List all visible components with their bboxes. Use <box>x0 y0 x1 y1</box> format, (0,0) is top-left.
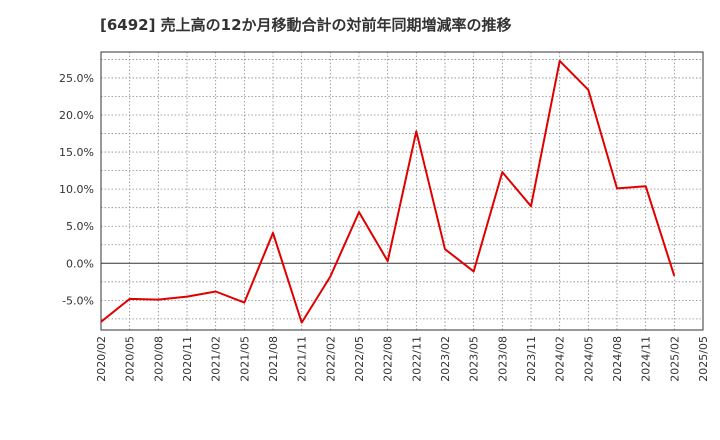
x-tick-label: 2025/05 <box>697 336 710 382</box>
y-tick-label: 10.0% <box>59 183 94 196</box>
x-tick-label: 2023/05 <box>468 336 481 382</box>
series-layer <box>100 59 676 324</box>
x-tick-label: 2022/08 <box>382 336 395 382</box>
y-tick-label: 20.0% <box>59 109 94 122</box>
x-tick-label: 2023/11 <box>525 336 538 382</box>
y-tick-label: 5.0% <box>66 220 94 233</box>
x-tick-label: 2021/11 <box>296 336 309 382</box>
y-tick-label: -5.0% <box>62 294 94 307</box>
y-tick-label: 0.0% <box>66 257 94 270</box>
x-tick-label: 2021/02 <box>210 336 223 382</box>
chart-title: [6492] 売上高の12か月移動合計の対前年同期増減率の推移 <box>100 16 512 34</box>
x-tick-label: 2020/02 <box>95 336 108 382</box>
x-tick-label: 2021/05 <box>238 336 251 382</box>
x-tick-label: 2025/02 <box>668 336 681 382</box>
x-tick-label: 2023/08 <box>496 336 509 382</box>
y-tick-label: 15.0% <box>59 146 94 159</box>
x-tick-label: 2020/05 <box>124 336 137 382</box>
x-tick-label: 2020/08 <box>152 336 165 382</box>
x-tick-label: 2023/02 <box>439 336 452 382</box>
x-tick-label: 2022/11 <box>410 336 423 382</box>
series-line <box>100 59 676 324</box>
x-tick-label: 2024/11 <box>640 336 653 382</box>
x-tick-label: 2021/08 <box>267 336 280 382</box>
grid-layer <box>101 52 703 330</box>
x-tick-label: 2020/11 <box>181 336 194 382</box>
plot-area-frame <box>100 51 704 331</box>
x-tick-label: 2022/02 <box>324 336 337 382</box>
y-axis-ticks: -5.0% 0.0% 5.0% 10.0% 15.0% 20.0% 25.0% <box>59 72 94 307</box>
x-tick-label: 2024/02 <box>554 336 567 382</box>
x-tick-label: 2024/05 <box>582 336 595 382</box>
x-tick-label: 2022/05 <box>353 336 366 382</box>
x-axis-ticks: 2020/02 2020/05 2020/08 2020/11 2021/02 2021/… <box>95 336 710 382</box>
x-tick-label: 2024/08 <box>611 336 624 382</box>
y-tick-label: 25.0% <box>59 72 94 85</box>
